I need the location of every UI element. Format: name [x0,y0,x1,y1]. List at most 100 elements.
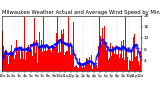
Bar [25,60,26,71]
Bar [122,58,123,71]
Bar [36,49,37,71]
Bar [107,49,108,71]
Bar [40,49,41,71]
Bar [72,53,73,71]
Bar [79,58,80,71]
Bar [102,28,103,71]
Bar [78,68,79,71]
Bar [45,47,46,71]
Bar [65,52,66,71]
Bar [55,47,56,71]
Bar [82,68,83,71]
Bar [2,31,3,71]
Bar [121,41,122,71]
Bar [85,65,86,71]
Bar [94,65,95,71]
Bar [6,51,7,71]
Bar [18,47,19,71]
Bar [115,47,116,71]
Bar [59,42,60,71]
Bar [76,65,77,71]
Bar [20,59,21,71]
Bar [86,58,87,71]
Bar [68,17,69,71]
Bar [137,50,138,71]
Bar [66,51,67,71]
Bar [90,65,91,71]
Bar [123,40,124,71]
Bar [38,48,39,71]
Bar [16,40,17,71]
Bar [3,46,4,71]
Bar [35,52,36,71]
Bar [7,56,8,71]
Bar [69,45,70,71]
Bar [111,56,112,71]
Bar [73,22,74,71]
Bar [106,50,107,71]
Bar [28,45,29,71]
Bar [126,50,127,71]
Bar [13,56,14,71]
Bar [15,55,16,71]
Bar [131,52,132,71]
Bar [19,50,20,71]
Bar [46,52,47,71]
Bar [50,55,51,71]
Bar [54,47,55,71]
Bar [133,37,134,71]
Bar [116,54,117,71]
Bar [52,45,53,71]
Bar [95,66,96,71]
Bar [49,47,50,71]
Bar [134,34,135,71]
Bar [129,60,130,71]
Bar [58,53,59,71]
Bar [91,55,92,71]
Bar [60,52,61,71]
Bar [119,58,120,71]
Bar [88,50,89,71]
Bar [84,67,85,71]
Bar [53,46,54,71]
Bar [5,50,6,71]
Bar [99,17,100,71]
Bar [127,57,128,71]
Bar [114,54,115,71]
Bar [29,52,30,71]
Bar [97,68,98,71]
Bar [81,66,82,71]
Bar [62,34,63,71]
Bar [128,58,129,71]
Bar [80,63,81,71]
Bar [100,36,101,71]
Bar [120,54,121,71]
Bar [83,63,84,71]
Bar [71,45,72,71]
Bar [64,55,65,71]
Bar [37,63,38,71]
Bar [70,55,71,71]
Bar [41,40,42,71]
Bar [42,52,43,71]
Bar [43,17,44,71]
Bar [27,47,28,71]
Bar [11,61,12,71]
Bar [57,17,58,71]
Bar [124,60,125,71]
Bar [31,50,32,71]
Bar [77,68,78,71]
Bar [103,45,104,71]
Bar [26,52,27,71]
Bar [21,47,22,71]
Bar [130,61,131,71]
Bar [108,60,109,71]
Bar [117,55,118,71]
Bar [48,46,49,71]
Bar [136,56,137,71]
Bar [12,52,13,71]
Bar [33,42,34,71]
Bar [24,17,25,71]
Bar [113,49,114,71]
Bar [74,67,75,71]
